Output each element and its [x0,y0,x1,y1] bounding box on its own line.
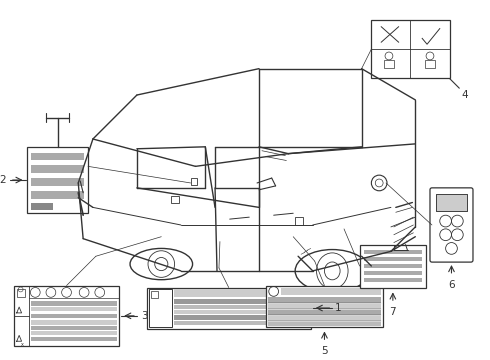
Bar [191,178,197,185]
Bar [171,196,179,203]
Bar [174,310,289,314]
Bar [147,288,311,329]
Bar [291,321,306,325]
Bar [436,194,467,211]
Bar [31,320,117,325]
Bar [291,310,306,314]
Bar [31,153,84,161]
Bar [384,60,394,68]
Bar [364,257,422,261]
Bar [268,297,381,303]
Bar [371,20,449,78]
Bar [266,285,383,327]
Bar [291,315,306,320]
Bar [150,291,158,298]
Text: 6: 6 [448,280,455,290]
Bar [436,194,467,211]
Bar [174,321,289,325]
Text: 3: 3 [141,311,147,321]
Bar [31,301,117,306]
Text: 5: 5 [321,346,328,356]
Bar [268,304,381,309]
Bar [291,299,306,304]
Bar [31,325,117,329]
Text: 1: 1 [335,303,342,313]
Bar [17,289,24,297]
Bar [364,278,422,282]
Bar [14,285,119,346]
Bar [425,60,435,68]
Bar [31,203,53,210]
Bar [268,316,381,321]
Bar [31,332,117,336]
Bar [174,299,289,304]
Text: x: x [21,342,24,347]
Text: 7: 7 [390,307,396,317]
Bar [268,322,381,325]
Bar [291,305,306,309]
Bar [31,337,117,341]
Bar [364,250,422,254]
Bar [174,315,289,320]
Bar [31,178,84,186]
Bar [268,310,381,315]
Bar [31,191,84,199]
Bar [148,289,172,327]
Bar [364,264,422,268]
Bar [174,289,309,297]
Bar [31,165,84,173]
Bar [27,147,88,213]
FancyBboxPatch shape [430,188,473,262]
Bar [360,244,426,288]
Bar [31,314,117,318]
Bar [364,271,422,275]
Bar [174,305,289,309]
Text: 4: 4 [461,90,468,100]
Bar [281,288,381,295]
Bar [295,217,303,225]
Bar [31,307,117,311]
Text: 2: 2 [0,175,6,185]
